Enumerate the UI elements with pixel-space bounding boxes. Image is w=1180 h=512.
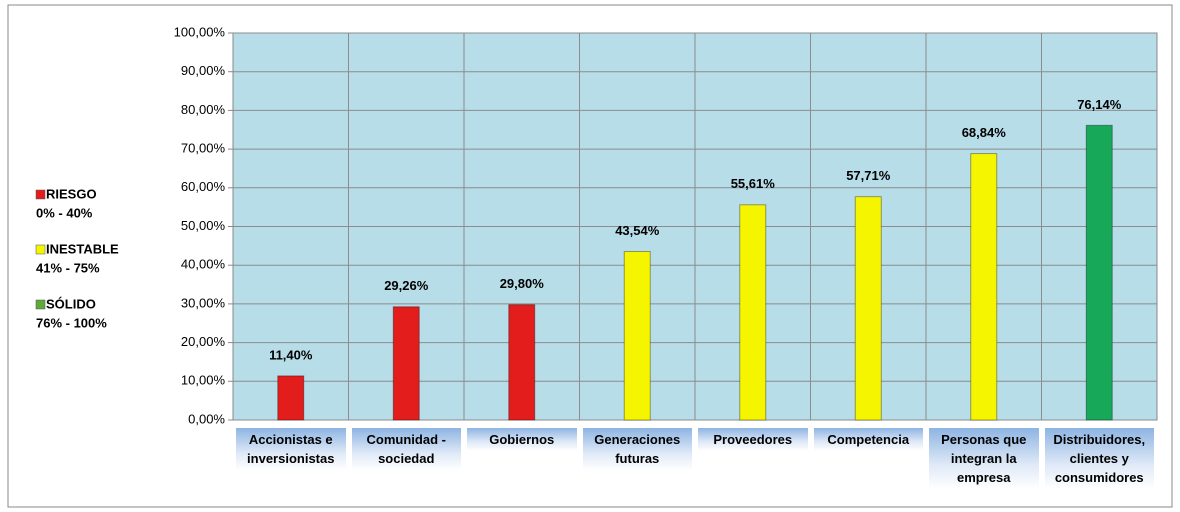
x-tick-label: Competencia <box>813 428 923 451</box>
y-tick-label: 90,00% <box>181 63 226 78</box>
y-tick-label: 20,00% <box>181 334 226 349</box>
bar <box>392 306 420 421</box>
legend-label: SÓLIDO <box>46 296 96 311</box>
y-tick-label: 30,00% <box>181 295 226 310</box>
legend-range: 41% - 75% <box>36 260 100 275</box>
x-tick-label: Accionistas e inversionistas <box>236 428 346 470</box>
bar <box>277 375 305 421</box>
y-tick-label: 40,00% <box>181 257 226 272</box>
data-label: 57,71% <box>846 168 891 183</box>
bar <box>854 196 882 421</box>
y-tick-label: 50,00% <box>181 218 226 233</box>
y-tick-label: 60,00% <box>181 179 226 194</box>
legend-label: RIESGO <box>46 186 97 201</box>
legend-swatch <box>35 189 46 200</box>
bar <box>1085 124 1113 421</box>
bar <box>508 304 536 421</box>
data-label: 43,54% <box>615 223 660 238</box>
data-label: 11,40% <box>269 347 313 362</box>
legend-swatch <box>35 244 46 255</box>
x-tick-label: Distribuidores, clientes y consumidores <box>1044 428 1154 489</box>
bar <box>970 153 998 421</box>
legend-label: INESTABLE <box>46 241 119 256</box>
data-label: 76,14% <box>1077 97 1122 112</box>
y-tick-label: 80,00% <box>181 102 226 117</box>
data-label: 55,61% <box>731 176 776 191</box>
data-label: 29,26% <box>384 278 429 293</box>
bar <box>623 251 651 421</box>
y-tick-label: 70,00% <box>181 141 226 156</box>
x-tick-label: Gobiernos <box>467 428 577 451</box>
x-tick-label: Generaciones futuras <box>582 428 692 470</box>
x-tick-label: Comunidad - sociedad <box>351 428 461 470</box>
legend-range: 0% - 40% <box>36 205 93 220</box>
y-tick-label: 100,00% <box>174 24 226 39</box>
x-tick-label: Personas que integran la empresa <box>929 428 1039 489</box>
data-label: 68,84% <box>962 125 1007 140</box>
y-tick-label: 10,00% <box>181 373 226 388</box>
x-tick-label: Proveedores <box>698 428 808 451</box>
bar <box>739 204 767 421</box>
data-label: 29,80% <box>500 276 545 291</box>
y-tick-label: 0,00% <box>188 411 225 426</box>
legend-swatch <box>35 299 46 310</box>
legend-range: 76% - 100% <box>36 315 107 330</box>
